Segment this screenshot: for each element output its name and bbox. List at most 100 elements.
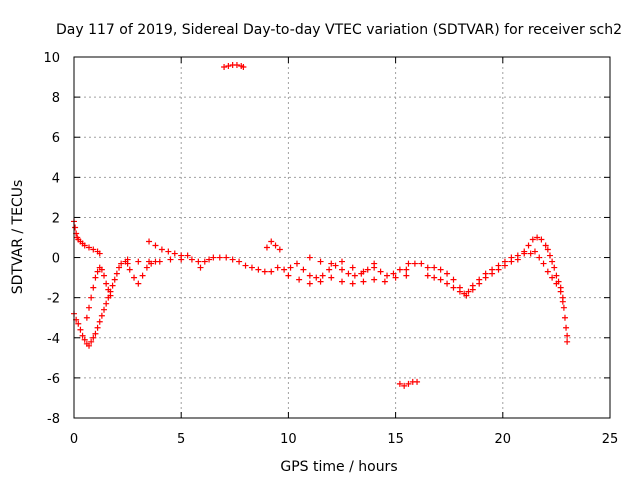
data-point (263, 244, 270, 251)
data-point (544, 268, 551, 275)
data-point (371, 260, 378, 267)
data-point (564, 338, 571, 345)
data-point (326, 266, 333, 273)
data-point (306, 254, 313, 261)
data-point (396, 380, 403, 387)
data-point (184, 252, 191, 259)
data-point (456, 288, 463, 295)
data-point (139, 272, 146, 279)
data-point (210, 254, 217, 261)
data-point (81, 336, 88, 343)
data-point (206, 256, 213, 263)
plot-frame (73, 56, 611, 419)
data-point (281, 266, 288, 273)
data-point (296, 276, 303, 283)
data-point (216, 254, 223, 261)
data-point (396, 266, 403, 273)
data-point (158, 246, 165, 253)
data-point (77, 326, 84, 333)
data-point (431, 274, 438, 281)
data-point (109, 282, 116, 289)
data-point (94, 268, 101, 275)
data-point (546, 252, 553, 259)
grid-lines (74, 57, 610, 418)
data-point (553, 272, 560, 279)
data-point (544, 246, 551, 253)
data-point (96, 318, 103, 325)
data-point (339, 266, 345, 273)
data-point (328, 274, 335, 281)
data-point (88, 338, 95, 345)
data-point (564, 332, 571, 339)
data-point (377, 268, 384, 275)
data-point (514, 256, 521, 263)
data-point (557, 288, 564, 295)
data-point (349, 280, 356, 287)
data-point (105, 286, 112, 293)
data-point (561, 314, 568, 321)
data-point (431, 264, 438, 271)
data-point (242, 262, 249, 269)
data-point (531, 248, 538, 255)
data-point (86, 304, 93, 311)
data-point (563, 324, 570, 331)
data-point (103, 300, 110, 307)
data-point (403, 266, 410, 273)
data-point (332, 262, 339, 269)
data-point (126, 266, 133, 273)
data-point (403, 272, 410, 279)
data-point (489, 270, 496, 277)
y-tick-label: -8 (47, 412, 60, 427)
data-point (482, 274, 489, 281)
x-tick-label: 20 (495, 432, 512, 447)
y-tick-label: -2 (47, 292, 60, 307)
data-point (534, 234, 541, 241)
data-point (75, 320, 82, 327)
data-point (272, 242, 279, 249)
data-point (390, 270, 397, 277)
data-point (351, 272, 358, 279)
data-point (560, 304, 567, 311)
data-point (444, 270, 451, 277)
data-point (405, 380, 412, 387)
data-point (131, 274, 138, 281)
data-point (285, 272, 292, 279)
data-point (411, 260, 418, 267)
data-point (424, 264, 431, 271)
data-point (360, 278, 367, 285)
data-point (90, 334, 97, 341)
data-point (118, 260, 125, 267)
data-point (551, 264, 558, 271)
data-point (529, 236, 536, 243)
data-point (521, 250, 528, 257)
data-point (463, 292, 470, 299)
y-tick-label: 2 (52, 211, 60, 226)
data-point (508, 258, 515, 265)
data-point (167, 256, 174, 263)
data-point (538, 236, 545, 243)
data-point (223, 254, 230, 261)
data-point (98, 266, 105, 273)
data-point (381, 278, 388, 285)
data-point (525, 242, 532, 249)
data-point (349, 264, 356, 271)
axis-ticks: 0 5 10 15 20 25 -8 -6 -4 -2 0 2 4 6 8 10 (43, 51, 618, 447)
data-point (98, 312, 105, 319)
data-point (92, 330, 99, 337)
data-point (229, 256, 236, 263)
data-point (313, 274, 320, 281)
data-point (536, 254, 543, 261)
x-axis-label: GPS time / hours (280, 459, 397, 475)
data-point (143, 264, 150, 271)
y-tick-label: -6 (47, 372, 60, 387)
x-tick-label: 15 (387, 432, 404, 447)
y-tick-label: -4 (47, 332, 60, 347)
data-point (437, 276, 444, 283)
data-point (549, 258, 556, 265)
data-point (233, 62, 240, 69)
data-point (476, 280, 483, 287)
data-point (293, 260, 300, 267)
data-point (221, 64, 228, 71)
y-tick-label: 10 (43, 51, 60, 66)
